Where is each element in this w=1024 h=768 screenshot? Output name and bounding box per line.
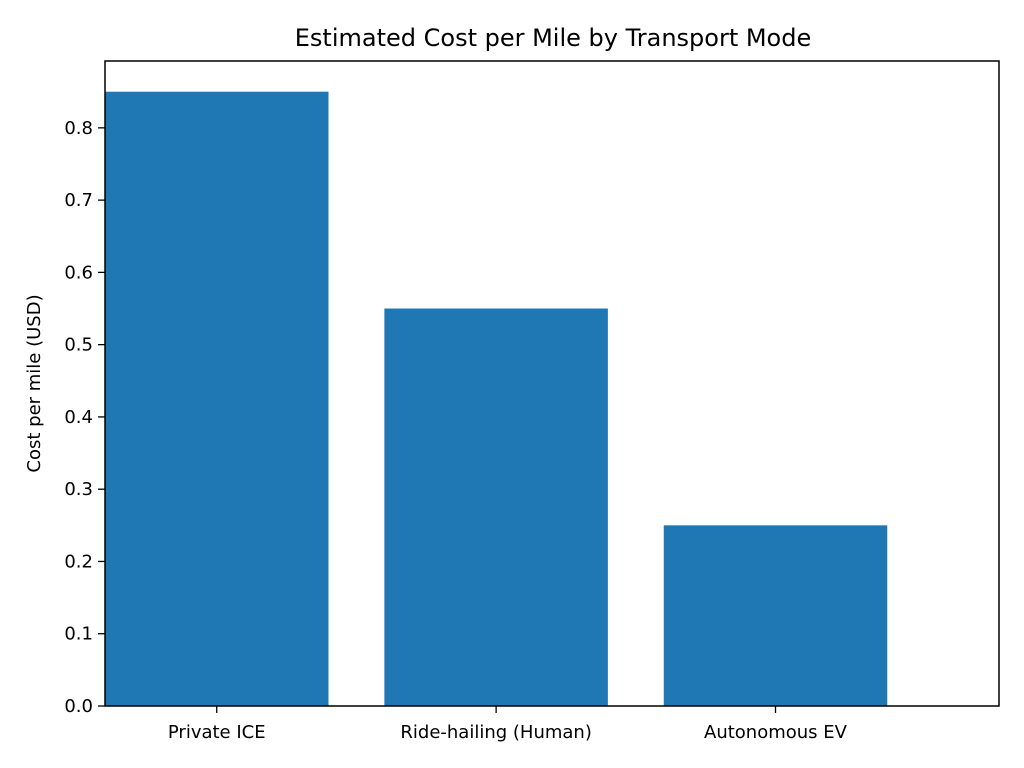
x-tick-label-0: Private ICE [168, 722, 266, 743]
y-tick-label-7: 0.7 [64, 190, 93, 211]
x-tick-label-2: Autonomous EV [704, 722, 848, 743]
chart-title: Estimated Cost per Mile by Transport Mod… [295, 24, 812, 52]
y-axis-label: Cost per mile (USD) [24, 294, 45, 472]
y-tick-label-6: 0.6 [64, 262, 93, 283]
y-tick-label-2: 0.2 [64, 551, 93, 572]
bars-group [105, 91, 888, 706]
y-tick-label-3: 0.3 [64, 479, 93, 500]
y-tick-label-4: 0.4 [64, 407, 93, 428]
x-tick-label-1: Ride-hailing (Human) [400, 722, 591, 743]
x-axis-ticks: Private ICE Ride-hailing (Human) Autonomou… [168, 706, 848, 743]
y-tick-label-0: 0.0 [64, 696, 93, 717]
y-axis-ticks: 0.0 0.1 0.2 0.3 0.4 0.5 0.6 0.7 0.8 [64, 118, 105, 717]
y-tick-label-1: 0.1 [64, 624, 93, 645]
bar-2 [663, 525, 888, 706]
bar-1 [384, 308, 608, 706]
plot-area-frame [104, 60, 1000, 707]
bar-0 [105, 91, 329, 706]
y-tick-label-5: 0.5 [64, 335, 93, 356]
y-tick-label-8: 0.8 [64, 118, 93, 139]
